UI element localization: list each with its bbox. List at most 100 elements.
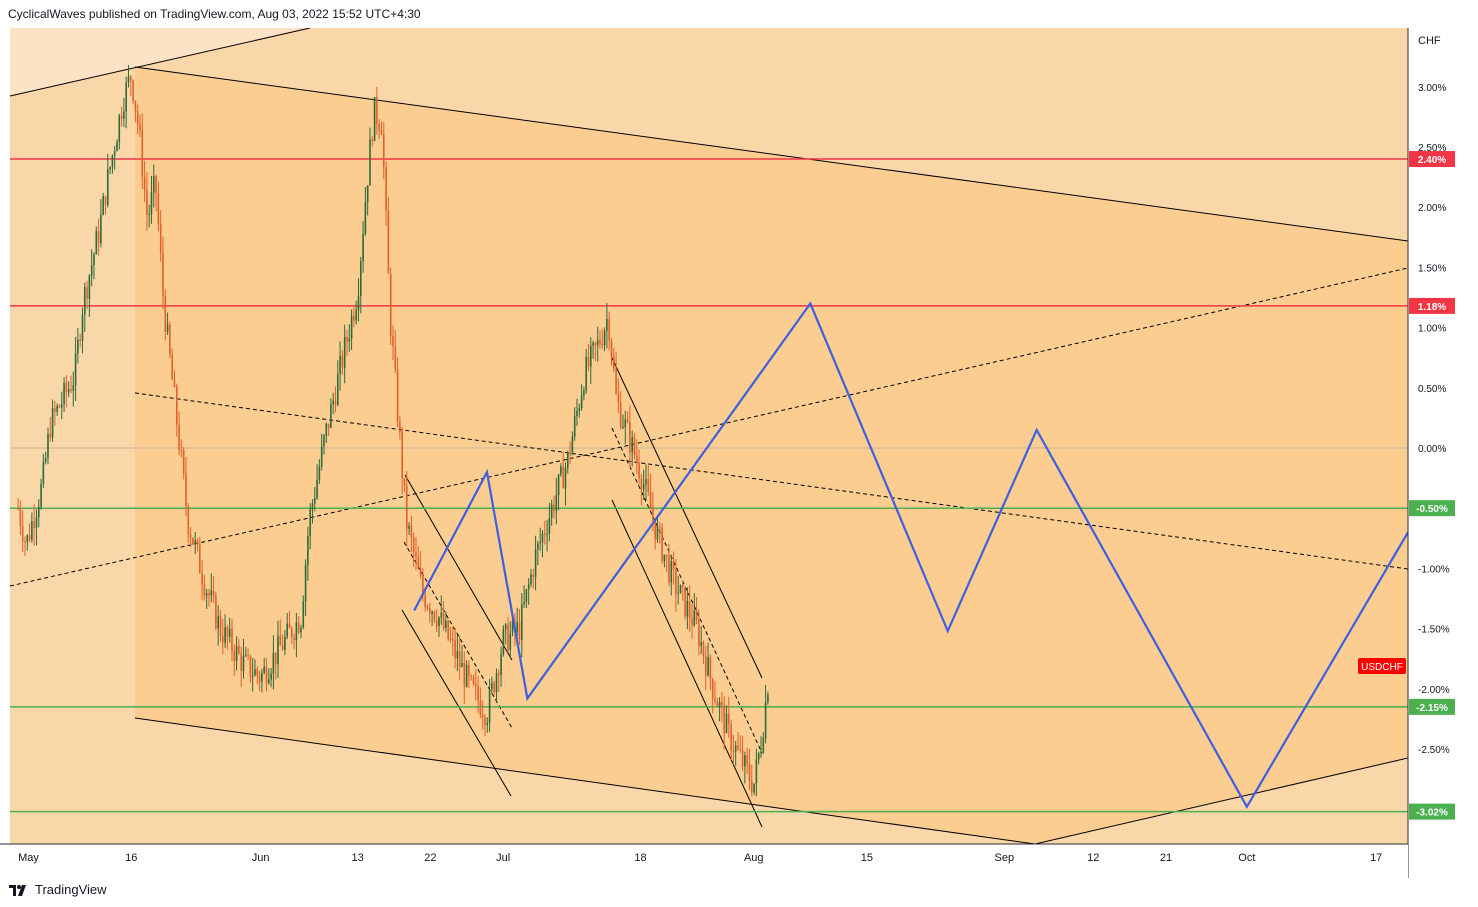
candle-body (679, 584, 682, 594)
candle-body (456, 651, 459, 659)
candle-body (118, 115, 121, 143)
y-tick-label: 1.50% (1418, 263, 1446, 274)
candle-body (251, 675, 254, 677)
candle-body (382, 134, 385, 167)
candle-body (37, 506, 40, 518)
candle-body (417, 556, 420, 569)
x-tick-label: 12 (1087, 852, 1099, 864)
candle-body (155, 176, 157, 194)
candle-body (626, 419, 629, 423)
candle-body (127, 76, 130, 83)
candle-body (693, 610, 696, 626)
candle-body (104, 195, 107, 205)
candle-body (373, 97, 376, 141)
candle-body (737, 745, 739, 750)
candle-body (74, 353, 77, 386)
chart-area[interactable]: CHF 3.00% 2.50% 2.00% 1.50% 1.00% 0.50% 0.00% -… (0, 27, 1478, 878)
price-chart[interactable]: CHF 3.00% 2.50% 2.00% 1.50% 1.00% 0.50% 0.00% -… (0, 27, 1478, 878)
candle-body (233, 651, 236, 661)
candle-body (656, 526, 659, 540)
candle-body (336, 374, 339, 405)
y-tick-label: 3.00% (1418, 83, 1446, 94)
candle-body (412, 537, 415, 553)
candle-body (619, 402, 622, 428)
level-badge-label: -3.02% (1416, 808, 1448, 819)
candle-body (670, 561, 673, 583)
candle-body (316, 479, 318, 499)
candle-body (221, 635, 224, 643)
candle-body (141, 129, 144, 178)
candle-body (707, 657, 709, 676)
tradingview-brand-text: TradingView (35, 882, 107, 897)
candle-body (762, 738, 765, 752)
candle-body (445, 620, 447, 628)
candle-body (511, 620, 514, 633)
minor-channel-1-mid (403, 541, 513, 729)
candle-body (178, 424, 180, 450)
level-badge-bg (1409, 698, 1455, 715)
candle-body (665, 554, 668, 557)
candle-body (297, 622, 300, 633)
candle-body (97, 231, 100, 244)
candle-body (491, 682, 493, 690)
candle-body (399, 421, 401, 433)
candle-body (244, 654, 247, 656)
time-axis-panel[interactable] (0, 844, 1408, 878)
candle-body (396, 369, 399, 422)
candle-body (277, 635, 279, 665)
candle-body (635, 455, 638, 464)
candle-body (290, 628, 293, 638)
candle-body (392, 336, 394, 347)
candle-body (622, 427, 624, 429)
y-tick-label: -1.50% (1418, 625, 1450, 636)
candle-body (295, 622, 298, 641)
candle-body (313, 498, 316, 504)
footer-bar: TradingView (0, 878, 1478, 907)
candle-body (49, 433, 52, 438)
rising-support-line (1034, 757, 1409, 845)
candle-body (31, 521, 33, 540)
candle-body (369, 139, 371, 186)
x-tick-label: May (18, 852, 39, 864)
candle-body (77, 339, 79, 354)
candle-body (146, 189, 148, 215)
x-tick-label: Jun (252, 852, 270, 864)
candle-body (465, 664, 468, 687)
candle-body (90, 264, 93, 276)
x-tick-label: 22 (424, 852, 436, 864)
candle-body (435, 620, 438, 627)
candle-body (684, 586, 686, 617)
candle-body (757, 752, 760, 760)
candle-body (576, 410, 578, 417)
level-badge-label: 1.18% (1418, 302, 1446, 313)
candle-body (640, 478, 643, 490)
candle-body (583, 390, 585, 396)
candle-body (224, 627, 226, 643)
candle-body (594, 342, 597, 346)
candle-body (451, 639, 454, 641)
candle-body (463, 662, 466, 687)
x-tick-label: Aug (744, 852, 764, 864)
candle-body (702, 642, 705, 657)
tradingview-brand[interactable]: TradingView (9, 882, 107, 897)
candle-body (631, 437, 633, 453)
header-bar: CyclicalWaves published on TradingView.c… (0, 0, 1478, 28)
candle-body (28, 535, 31, 540)
candle-body (753, 783, 755, 793)
candle-body (270, 673, 272, 680)
candle-body (741, 750, 744, 767)
candle-body (67, 389, 70, 393)
candle-body (182, 450, 185, 474)
price-axis-panel[interactable] (1408, 28, 1478, 878)
candle-body (734, 745, 737, 752)
candle-body (364, 201, 367, 235)
candle-body (431, 611, 433, 614)
x-tick-label: 18 (634, 852, 646, 864)
level-badges: 2.40% 1.18% -0.50% -2.15% -3.02% USDCHF (1358, 151, 1455, 820)
candle-body (596, 339, 599, 346)
candle-body (691, 618, 693, 626)
candle-body (716, 701, 719, 707)
y-tick-label: -1.00% (1418, 564, 1450, 575)
candle-body (79, 339, 81, 341)
candle-body (311, 503, 314, 510)
